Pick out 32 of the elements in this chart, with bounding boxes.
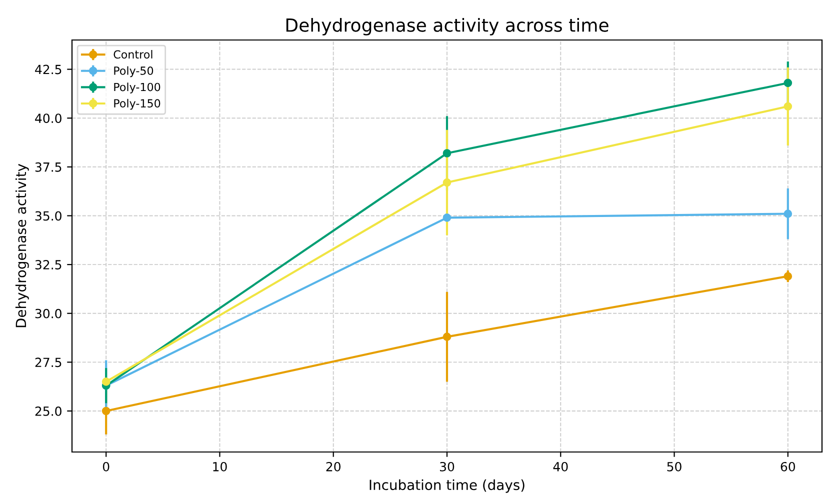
y-tick-label: 25.0 xyxy=(35,406,62,416)
point xyxy=(102,378,110,386)
x-tick-label: 50 xyxy=(667,462,682,472)
point xyxy=(442,178,452,187)
point xyxy=(442,214,452,222)
point xyxy=(784,210,792,218)
x-tick-label: 20 xyxy=(326,462,340,472)
y-tick-label: 27.5 xyxy=(35,358,62,368)
y-tick-label: 30.0 xyxy=(35,308,62,318)
y-axis-title: Dehydrogenase activity xyxy=(15,164,29,328)
y-tick-label: 42.5 xyxy=(35,64,62,74)
point xyxy=(784,102,792,111)
x-tick-label: 60 xyxy=(780,462,796,472)
x-tick-label: 10 xyxy=(213,462,227,472)
y-tick-label: 37.5 xyxy=(35,162,62,172)
point xyxy=(102,406,110,416)
point xyxy=(442,332,452,341)
point xyxy=(784,78,792,88)
x-axis-title: Incubation time (days) xyxy=(370,479,524,493)
legend-label: Poly-150 xyxy=(114,98,160,110)
x-tick-label: 40 xyxy=(553,462,568,472)
legend-label: Control xyxy=(114,50,152,59)
point xyxy=(784,272,792,280)
legend-label: Poly-50 xyxy=(114,66,154,78)
x-tick-label: 0 xyxy=(102,462,110,472)
legend-label: Poly-100 xyxy=(114,82,160,94)
y-tick-label: 32.5 xyxy=(35,260,62,270)
chart-title: Dehydrogenase activity across time xyxy=(286,18,608,36)
point xyxy=(442,149,452,158)
y-tick-label: 35.0 xyxy=(35,211,62,221)
x-tick-label: 30 xyxy=(440,462,454,472)
y-tick-label: 40.0 xyxy=(35,114,62,124)
